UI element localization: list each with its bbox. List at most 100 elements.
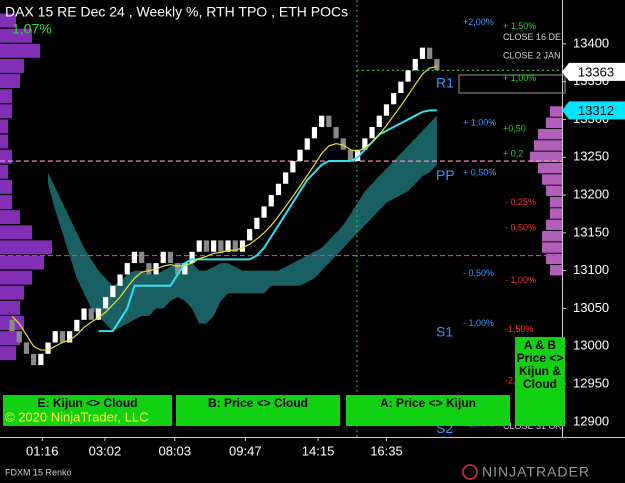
renko-brick xyxy=(124,263,130,275)
renko-brick xyxy=(182,263,188,275)
renko-brick xyxy=(110,285,116,298)
button-label[interactable]: A & B xyxy=(524,338,557,352)
copyright: © 2020 NinjaTrader, LLC xyxy=(5,409,149,424)
renko-brick xyxy=(88,308,94,320)
profile-bar xyxy=(0,225,32,240)
renko-brick xyxy=(254,217,260,230)
renko-brick xyxy=(340,138,346,150)
renko-brick xyxy=(326,115,332,128)
profile-bar xyxy=(534,140,562,151)
renko-brick xyxy=(146,263,152,275)
profile-bar xyxy=(0,270,32,285)
level-label: + 0,2 xyxy=(503,149,523,159)
x-tick-label: 14:15 xyxy=(302,443,335,458)
y-tick-label: 13400 xyxy=(573,35,609,50)
renko-brick xyxy=(59,331,66,343)
renko-brick xyxy=(347,149,354,162)
renko-brick xyxy=(131,251,138,264)
button-box[interactable] xyxy=(176,395,340,426)
renko-brick xyxy=(290,161,296,173)
button-label[interactable]: A: Price <> Kijun xyxy=(380,396,476,410)
renko-brick xyxy=(74,319,80,332)
button-box[interactable] xyxy=(3,395,172,426)
x-tick-label: 03:02 xyxy=(89,443,122,458)
logo-icon xyxy=(462,464,478,480)
level-label: - 1,00% xyxy=(463,318,494,328)
profile-bar xyxy=(530,151,562,163)
renko-brick xyxy=(31,353,37,366)
renko-brick xyxy=(167,251,174,264)
button[interactable]: A: Price <> Kijun xyxy=(346,395,510,426)
y-tick-label: 12900 xyxy=(573,413,609,428)
renko-brick xyxy=(362,138,368,150)
renko-brick xyxy=(412,58,418,71)
level-label: + 1,00% xyxy=(463,118,496,128)
renko-brick xyxy=(419,47,426,59)
level-label: - 0,25% xyxy=(505,197,536,207)
profile-bar xyxy=(538,128,562,140)
renko-brick xyxy=(67,331,73,343)
profile-bar xyxy=(550,106,562,117)
renko-brick xyxy=(52,331,58,343)
indicator-line xyxy=(11,65,437,351)
renko-brick xyxy=(369,127,375,139)
y-tick-label: 13150 xyxy=(573,224,609,239)
button-box[interactable] xyxy=(515,337,565,426)
y-tick-label: 13100 xyxy=(573,262,609,277)
renko-brick xyxy=(203,240,210,252)
renko-brick xyxy=(38,353,44,366)
button-label[interactable]: Price <> xyxy=(517,351,564,365)
price-marker xyxy=(562,101,625,120)
level-label: CLOSE 2 JAN xyxy=(503,50,561,60)
chart-title: DAX 15 RE Dec 24 , Weekly %, RTH TPO , E… xyxy=(5,4,348,20)
renko-brick xyxy=(16,331,22,343)
renko-brick xyxy=(103,297,109,309)
renko-brick xyxy=(268,195,274,207)
profile-bar xyxy=(550,196,562,208)
profile-bar xyxy=(0,240,52,255)
button[interactable]: B: Price <> Cloud xyxy=(176,395,340,426)
button-label[interactable]: E: Kijun <> Cloud xyxy=(37,396,137,410)
renko-brick xyxy=(376,115,382,128)
level-label: + 0,50% xyxy=(463,168,496,178)
profile-bar xyxy=(0,13,16,28)
profile-bar xyxy=(0,104,12,119)
profile-bar xyxy=(546,253,562,265)
x-tick-label: 08:03 xyxy=(158,443,191,458)
renko-brick xyxy=(355,149,361,162)
profile-bar xyxy=(0,331,20,346)
level-label: CLOSE 16 DE xyxy=(503,32,561,42)
button[interactable]: E: Kijun <> Cloud xyxy=(3,395,172,426)
x-tick-label: 09:47 xyxy=(229,443,262,458)
profile-bar xyxy=(0,149,12,164)
level-label: - 0,50% xyxy=(463,268,494,278)
level-label: + 1,00% xyxy=(503,73,536,83)
renko-brick xyxy=(247,229,253,241)
profile-bar xyxy=(546,185,562,197)
button-label[interactable]: Kijun & xyxy=(519,364,561,378)
renko-brick xyxy=(9,319,15,332)
button-label[interactable]: B: Price <> Cloud xyxy=(208,396,308,410)
pivot-label: S1 xyxy=(436,323,453,339)
renko-brick xyxy=(283,172,289,184)
profile-bar xyxy=(0,255,44,270)
button-box[interactable] xyxy=(346,395,510,426)
renko-brick xyxy=(175,263,181,275)
renko-brick xyxy=(160,251,166,264)
profile-bar xyxy=(550,264,562,276)
profile-bar xyxy=(546,219,562,231)
profile-bar xyxy=(0,58,24,73)
profile-bar xyxy=(0,28,32,43)
pivot-label: R1 xyxy=(436,75,454,91)
level-label: +2,00% xyxy=(463,17,494,27)
button-label[interactable]: Cloud xyxy=(523,377,557,391)
renko-brick xyxy=(398,81,404,93)
profile-bar xyxy=(0,195,12,209)
renko-brick xyxy=(297,149,303,162)
profile-bar xyxy=(542,174,562,185)
profile-bar xyxy=(0,89,12,104)
r1-box xyxy=(458,74,566,94)
level-label: - 1,00% xyxy=(505,275,536,285)
renko-brick xyxy=(275,183,282,196)
